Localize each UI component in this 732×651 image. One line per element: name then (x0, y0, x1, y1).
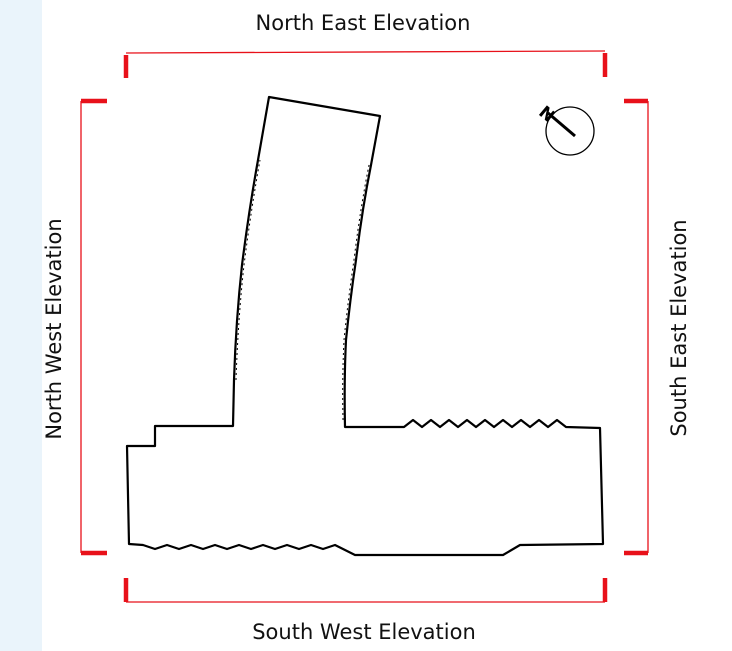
north-arrow-label: N (535, 102, 559, 126)
left-wing-wall-texture (235, 159, 261, 381)
south-west-elevation-label: South West Elevation (252, 620, 476, 644)
north-arrow-icon: N (535, 102, 595, 156)
side-panel (0, 0, 42, 651)
south-west-section-marker (123, 578, 608, 603)
right-wing-wall-texture (342, 164, 370, 421)
north-east-elevation-label: North East Elevation (256, 11, 471, 35)
north-west-section-marker (80, 98, 107, 556)
south-east-section-marker (624, 98, 649, 556)
south-east-elevation-label: South East Elevation (667, 219, 691, 436)
north-east-section-marker (123, 50, 608, 78)
north-west-elevation-label: North West Elevation (42, 218, 66, 439)
building-outline (125, 95, 605, 557)
